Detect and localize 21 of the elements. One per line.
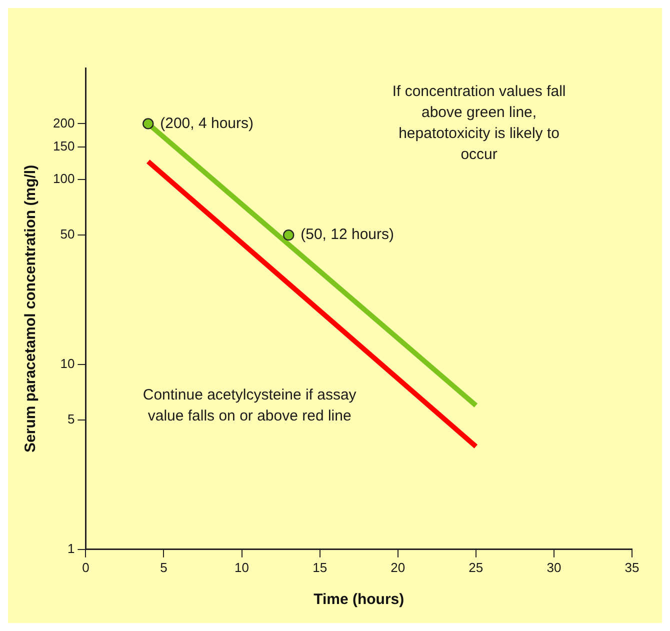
y-tick-label: 1 [67, 540, 75, 556]
y-tick-label: 5 [67, 412, 75, 427]
x-tick-label: 35 [624, 560, 640, 575]
x-tick-label: 0 [82, 560, 90, 575]
annotation: (50, 12 hours) [300, 226, 394, 244]
y-tick-label: 150 [52, 138, 75, 154]
annotation: (200, 4 hours) [160, 114, 254, 132]
y-tick-label: 100 [52, 170, 75, 186]
y-tick-label: 200 [52, 115, 75, 130]
x-tick-label: 20 [390, 560, 406, 575]
annotation: If concentration values fall above green line, hepatotoxicity is likely to occur [392, 83, 566, 164]
y-tick-label: 50 [60, 226, 75, 242]
x-tick-label: 10 [234, 560, 250, 575]
x-axis-title: Time (hours) [314, 591, 404, 608]
y-tick-label: 10 [60, 356, 75, 371]
x-tick-label: 5 [160, 560, 168, 575]
x-tick-label: 30 [546, 560, 562, 575]
annotation: Continue acetylcysteine if assay value falls on or above red line [142, 386, 357, 424]
y-axis-title: Serum paracetamol concentration (mg/l) [22, 164, 40, 452]
x-tick-label: 25 [468, 560, 484, 575]
x-tick-label: 15 [312, 560, 328, 575]
